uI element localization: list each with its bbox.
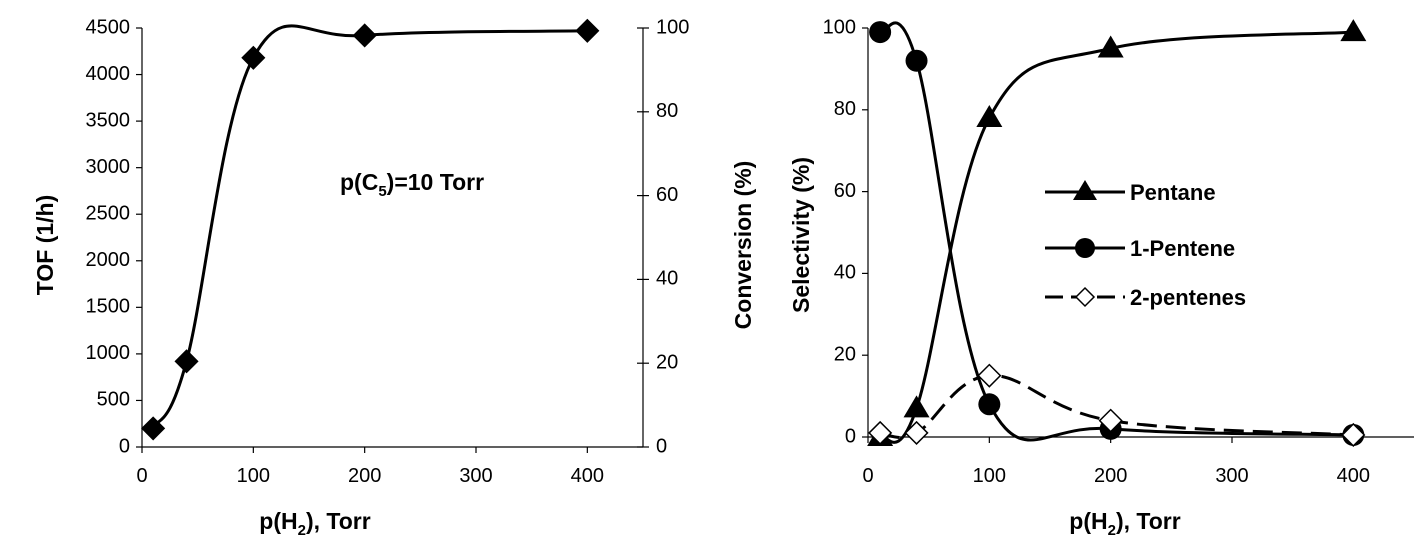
- tof-y-tick-label: 0: [119, 435, 130, 457]
- selectivity-x-tick-label: 400: [1337, 465, 1370, 487]
- tof-y-axis-label: TOF (1/h): [32, 195, 58, 296]
- selectivity-y-axis-label: Selectivity (%): [788, 157, 814, 313]
- conversion-y-tick-label: 40: [656, 268, 678, 290]
- pentane-data-point: [976, 104, 1003, 127]
- pentane-data-point: [1340, 19, 1367, 42]
- tof-series-markers: [141, 18, 600, 441]
- selectivity-x-axis-label: p(H2), Torr: [1069, 508, 1180, 539]
- selectivity-y-tick-label: 100: [823, 16, 856, 38]
- tof-data-point: [352, 23, 377, 48]
- legend-label-pentane: Pentane: [1130, 180, 1216, 205]
- tof-axes: [141, 28, 644, 448]
- 2-pentenes-data-point: [868, 420, 893, 445]
- 1-pentene-data-point: [978, 393, 1001, 416]
- conversion-y-axis-label: Conversion (%): [730, 161, 756, 330]
- legend-label-2-pentenes: 2-pentenes: [1130, 285, 1246, 310]
- tof-x-tick-label: 100: [237, 465, 270, 487]
- 2-pentenes-data-point: [1098, 408, 1123, 433]
- 1-pentene-data-point: [869, 21, 892, 44]
- legend-item-1-pentene: 1-Pentene: [1045, 236, 1235, 261]
- tof-y-tick-label: 4500: [86, 16, 131, 38]
- tof-x-tick-label: 400: [571, 465, 604, 487]
- tof-y-tick-label: 3000: [86, 156, 131, 178]
- selectivity-y-tick-label: 0: [845, 425, 856, 447]
- selectivity-y-tick-label: 60: [834, 180, 856, 202]
- selectivity-x-tick-label: 0: [862, 465, 873, 487]
- 2-pentenes-data-point: [977, 363, 1002, 388]
- tof-data-point: [174, 349, 199, 374]
- selectivity-axes: [867, 28, 1414, 438]
- conversion-y-tick-label: 80: [656, 100, 678, 122]
- tof-x-tick-label: 0: [136, 465, 147, 487]
- selectivity-y-tick-label: 40: [834, 262, 856, 284]
- circle-marker-icon: [1075, 238, 1095, 258]
- triangle-marker-icon: [1073, 180, 1097, 200]
- selectivity-x-tick-label: 300: [1215, 465, 1248, 487]
- 1-pentene-data-point: [905, 49, 928, 72]
- tof-series-line: [151, 24, 588, 430]
- conversion-y-tick-label: 20: [656, 351, 678, 373]
- legend-item-pentane: Pentane: [1045, 180, 1216, 205]
- pentane-data-point: [903, 395, 930, 418]
- 1-pentene-line: [879, 21, 1354, 442]
- tof-y-tick-label: 2500: [86, 203, 131, 225]
- tof-x-axis-label: p(H2), Torr: [259, 508, 370, 539]
- legend-item-2-pentenes: 2-pentenes: [1045, 285, 1246, 310]
- selectivity-chart: 0 20 40 60 80 100 0 100 200 300 400 Selectivity (%…: [788, 16, 1414, 539]
- tof-x-tick-label: 200: [348, 465, 381, 487]
- conversion-y-tick-label: 100: [656, 16, 689, 38]
- selectivity-x-tick-label: 100: [973, 465, 1006, 487]
- legend: Pentane 1-Pentene 2-pentenes: [1045, 180, 1246, 310]
- c5-pressure-annotation: p(C5)=10 Torr: [340, 169, 484, 200]
- tof-data-point: [141, 416, 166, 441]
- legend-label-1-pentene: 1-Pentene: [1130, 236, 1235, 261]
- tof-y-tick-label: 1000: [86, 342, 131, 364]
- selectivity-y-tick-label: 20: [834, 343, 856, 365]
- conversion-y-tick-label: 60: [656, 184, 678, 206]
- tof-y-tick-label: 3500: [86, 109, 131, 131]
- selectivity-y-tick-label: 80: [834, 98, 856, 120]
- pentane-data-point: [1097, 35, 1124, 58]
- tof-y-tick-label: 500: [97, 389, 130, 411]
- tof-data-point: [575, 18, 600, 43]
- tof-y-tick-label: 2000: [86, 249, 131, 271]
- selectivity-series: [867, 19, 1367, 448]
- diamond-marker-icon: [1074, 286, 1096, 308]
- selectivity-ticks: 0 20 40 60 80 100 0 100 200 300 400: [823, 16, 1370, 487]
- tof-y-tick-label: 4000: [86, 63, 131, 85]
- tof-data-point: [241, 45, 266, 70]
- 2-pentenes-data-point: [1341, 422, 1366, 448]
- selectivity-x-tick-label: 200: [1094, 465, 1127, 487]
- conversion-y-tick-label: 0: [656, 435, 667, 457]
- tof-y-tick-label: 1500: [86, 296, 131, 318]
- 2-pentenes-data-point: [904, 420, 929, 445]
- pentane-line: [879, 30, 1354, 444]
- tof-x-tick-label: 300: [459, 465, 492, 487]
